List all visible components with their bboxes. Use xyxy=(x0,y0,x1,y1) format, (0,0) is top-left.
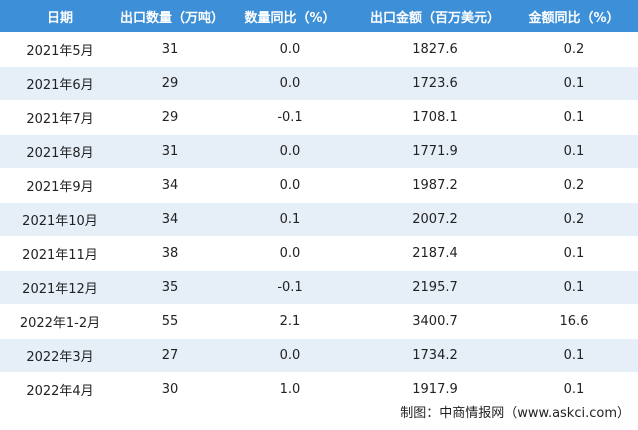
header-cell: 出口数量（万吨） xyxy=(120,10,225,26)
table-row: 2021年7月 29 -0.1 1708.1 0.1 xyxy=(0,101,638,135)
table-cell: 3400.7 xyxy=(412,314,458,329)
table-cell: 0.0 xyxy=(279,76,301,91)
table-row: 2021年10月 34 0.1 2007.2 0.2 xyxy=(0,203,638,237)
table-cell: 16.6 xyxy=(559,314,589,329)
table-cell: 31 xyxy=(161,144,179,159)
table-cell: 38 xyxy=(161,246,179,261)
table-cell: 1708.1 xyxy=(412,110,458,125)
table-cell: 0.1 xyxy=(563,246,585,261)
table-cell: 2022年1-2月 xyxy=(19,316,101,331)
table-cell: 0.1 xyxy=(563,144,585,159)
table-cell: 34 xyxy=(161,212,179,227)
table-row: 2021年11月 38 0.0 2187.4 0.1 xyxy=(0,237,638,271)
table-cell: 2021年12月 xyxy=(22,282,98,297)
table-row: 2021年9月 34 0.0 1987.2 0.2 xyxy=(0,169,638,203)
table-cell: 0.1 xyxy=(279,212,301,227)
header-cell: 出口金额（百万美元） xyxy=(369,10,500,26)
table-cell: 0.2 xyxy=(563,212,585,227)
table-cell: 2021年6月 xyxy=(26,78,94,93)
table-cell: 29 xyxy=(161,110,179,125)
table-cell: 0.2 xyxy=(563,42,585,57)
table-cell: 27 xyxy=(161,348,179,363)
table-row: 2022年4月 30 1.0 1917.9 0.1 xyxy=(0,373,638,407)
table-cell: 30 xyxy=(161,382,179,397)
table-cell: 2.1 xyxy=(279,314,301,329)
table-cell: 55 xyxy=(161,314,179,329)
table-cell: 0.0 xyxy=(279,178,301,193)
table-cell: 1771.9 xyxy=(412,144,458,159)
table-cell: 1827.6 xyxy=(412,42,458,57)
table-cell: 34 xyxy=(161,178,179,193)
table-cell: 1734.2 xyxy=(412,348,458,363)
table-row: 2021年12月 35 -0.1 2195.7 0.1 xyxy=(0,271,638,305)
table-cell: 2021年9月 xyxy=(26,180,94,195)
table-cell: 1.0 xyxy=(279,382,301,397)
table-cell: 1917.9 xyxy=(412,382,458,397)
table-cell: 0.1 xyxy=(563,382,585,397)
table-cell: 2187.4 xyxy=(412,246,458,261)
header-cell: 日期 xyxy=(46,10,73,26)
table-row: 2021年8月 31 0.0 1771.9 0.1 xyxy=(0,135,638,169)
table-cell: -0.1 xyxy=(277,110,303,125)
table-row: 2022年3月 27 0.0 1734.2 0.1 xyxy=(0,339,638,373)
table-cell: 2021年11月 xyxy=(22,248,98,263)
table-cell: 2021年5月 xyxy=(26,44,94,59)
table-cell: 2022年4月 xyxy=(26,384,94,399)
table-row: 2021年6月 29 0.0 1723.6 0.1 xyxy=(0,67,638,101)
table-cell: 0.0 xyxy=(279,348,301,363)
table-cell: 1987.2 xyxy=(412,178,458,193)
table-cell: 31 xyxy=(161,42,179,57)
table-cell: 29 xyxy=(161,76,179,91)
header-cell: 金额同比（%） xyxy=(528,10,620,26)
header-cell: 数量同比（%） xyxy=(244,10,336,26)
table-cell: 2021年8月 xyxy=(26,146,94,161)
table-cell: 0.1 xyxy=(563,76,585,91)
table-cell: 2022年3月 xyxy=(26,350,94,365)
table-cell: 0.1 xyxy=(563,348,585,363)
table-cell: 0.1 xyxy=(563,110,585,125)
table-cell: -0.1 xyxy=(277,280,303,295)
table-cell: 2021年10月 xyxy=(22,214,98,229)
table-cell: 0.0 xyxy=(279,42,301,57)
table-cell: 0.0 xyxy=(279,144,301,159)
table-row: 2021年5月 31 0.0 1827.6 0.2 xyxy=(0,33,638,67)
data-table: 日期 出口数量（万吨） 数量同比（%） 出口金额（百万美元） 金额同比（%） 2021年5… xyxy=(0,0,638,407)
table-row: 2022年1-2月 55 2.1 3400.7 16.6 xyxy=(0,305,638,339)
table-cell: 0.1 xyxy=(563,280,585,295)
table-cell: 0.0 xyxy=(279,246,301,261)
source-note: 制图：中商情报网（www.askci.com） xyxy=(400,406,630,421)
table-cell: 1723.6 xyxy=(412,76,458,91)
table-cell: 2195.7 xyxy=(412,280,458,295)
table-cell: 2007.2 xyxy=(412,212,458,227)
table-cell: 35 xyxy=(161,280,179,295)
table-cell: 0.2 xyxy=(563,178,585,193)
header-row: 日期 出口数量（万吨） 数量同比（%） 出口金额（百万美元） 金额同比（%） xyxy=(0,0,638,33)
table-cell: 2021年7月 xyxy=(26,112,94,127)
